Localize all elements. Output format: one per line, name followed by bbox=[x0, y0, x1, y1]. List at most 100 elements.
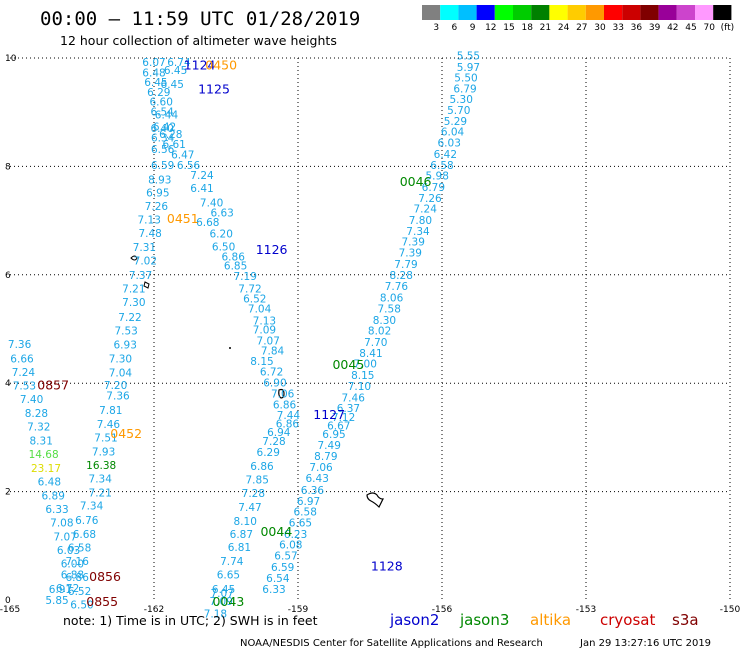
wave-height-label: 7.34 bbox=[406, 226, 430, 238]
wave-height-label: 6.85 bbox=[224, 261, 247, 273]
wave-height-label: 6.79 bbox=[453, 83, 476, 95]
wave-height-label: 8.30 bbox=[373, 315, 396, 327]
legend-swatch bbox=[695, 5, 714, 20]
wave-height-label: 8.15 bbox=[250, 356, 273, 368]
legend-swatch bbox=[676, 5, 695, 20]
wave-height-label: 6.45 bbox=[212, 584, 235, 596]
wave-height-label: 7.24 bbox=[12, 367, 36, 379]
wave-height-label: 14.68 bbox=[29, 449, 59, 461]
wave-height-label: 7.09 bbox=[210, 596, 233, 608]
pass-time-label: 0856 bbox=[89, 569, 121, 584]
wave-height-label: 6.45 bbox=[161, 79, 184, 91]
wave-height-label: 7.46 bbox=[342, 392, 366, 404]
wave-height-label: 7.74 bbox=[220, 556, 244, 568]
wave-height-label: 7.49 bbox=[318, 440, 341, 452]
wave-height-label: 7.48 bbox=[138, 228, 161, 240]
wave-height-label: 16.38 bbox=[86, 460, 116, 472]
pass-time-label: 0045 bbox=[332, 357, 364, 372]
island-shape bbox=[366, 492, 384, 509]
pass-time-label: 1126 bbox=[256, 242, 288, 257]
wave-height-label: 6.08 bbox=[279, 540, 302, 552]
wave-height-label: 5.29 bbox=[444, 116, 467, 128]
wave-height-label: 6.68 bbox=[73, 529, 96, 541]
legend-swatch bbox=[549, 5, 568, 20]
wave-height-label: 7.13 bbox=[253, 315, 276, 327]
chart-note: note: 1) Time is in UTC; 2) SWH is in fe… bbox=[63, 613, 318, 628]
wave-height-label: 6.33 bbox=[262, 584, 285, 596]
legend-swatch bbox=[422, 5, 441, 20]
legend-swatch bbox=[622, 5, 641, 20]
wave-height-label: 7.80 bbox=[409, 215, 432, 227]
legend-swatch bbox=[513, 5, 532, 20]
wave-height-label: 7.24 bbox=[414, 204, 438, 216]
x-tick-label: -150 bbox=[720, 605, 740, 615]
wave-height-label: 6.61 bbox=[162, 139, 185, 151]
wave-height-label: 7.84 bbox=[261, 346, 285, 358]
wave-height-label: 6.52 bbox=[68, 586, 91, 598]
wave-height-label: 6.07 bbox=[142, 57, 165, 69]
wave-height-label: 6.74 bbox=[167, 57, 191, 69]
chart-subtitle: 12 hour collection of altimeter wave hei… bbox=[60, 33, 337, 48]
wave-height-label: 7.39 bbox=[399, 248, 422, 260]
wave-height-label: 6.67 bbox=[327, 420, 350, 432]
legend-swatch bbox=[458, 5, 477, 20]
pass-time-label: 0857 bbox=[37, 377, 69, 392]
wave-height-label: 7.93 bbox=[92, 446, 115, 458]
y-tick-label: 4 bbox=[5, 379, 11, 389]
wave-height-label: 6.88 bbox=[61, 570, 84, 582]
wave-height-label: 7.37 bbox=[129, 270, 152, 282]
pass-time-label: 1127 bbox=[313, 407, 345, 422]
y-tick-label: 6 bbox=[5, 271, 11, 281]
pass-time-label: 0043 bbox=[212, 594, 244, 609]
wave-height-label: 7.53 bbox=[13, 380, 36, 392]
legend-label: 30 bbox=[594, 23, 606, 33]
legend-label: 45 bbox=[685, 23, 696, 33]
wave-height-label: 7.32 bbox=[27, 422, 50, 434]
legend-label: 24 bbox=[558, 23, 570, 33]
pass-time-label: 0855 bbox=[86, 594, 118, 609]
wave-height-label: 7.31 bbox=[133, 242, 156, 254]
wave-height-label: 6.44 bbox=[155, 109, 179, 121]
wave-height-label: 6.29 bbox=[257, 447, 280, 459]
wave-height-label: 7.53 bbox=[114, 326, 137, 338]
pass-time-label: 0451 bbox=[167, 211, 199, 226]
wave-height-label: 5.50 bbox=[454, 73, 477, 85]
wave-height-label: 5.70 bbox=[447, 105, 470, 117]
wave-height-label: 6.45 bbox=[144, 77, 167, 89]
wave-height-label: 6.72 bbox=[56, 583, 79, 595]
wave-height-label: 6.97 bbox=[297, 496, 320, 508]
wave-height-label: 6.33 bbox=[45, 504, 68, 516]
wave-height-label: 6.04 bbox=[441, 127, 465, 139]
wave-height-label: 7.34 bbox=[80, 501, 104, 513]
legend-label: 33 bbox=[612, 23, 623, 33]
wave-height-label: 7.06 bbox=[309, 462, 333, 474]
wave-height-label: 5.97 bbox=[457, 62, 480, 74]
satellite-label: jason2 bbox=[389, 611, 439, 629]
pass-time-label: 0450 bbox=[205, 58, 237, 73]
wave-height-label: 8.02 bbox=[368, 326, 391, 338]
wave-height-label: 6.65 bbox=[289, 517, 312, 529]
x-tick-label: -159 bbox=[288, 605, 309, 615]
wave-height-label: 7.07 bbox=[257, 335, 280, 347]
legend-swatch bbox=[585, 5, 604, 20]
x-tick-label: -165 bbox=[0, 605, 20, 615]
wave-height-label: 6.87 bbox=[230, 529, 253, 541]
legend-label: 42 bbox=[667, 23, 678, 33]
legend-label: 39 bbox=[649, 23, 661, 33]
wave-height-label: 8.93 bbox=[148, 174, 171, 186]
wave-height-label: 23.17 bbox=[31, 463, 61, 475]
legend-label: 9 bbox=[470, 23, 476, 33]
wave-height-label: 6.59 bbox=[151, 160, 174, 172]
wave-height-label: 6.28 bbox=[159, 129, 182, 141]
grid-lines bbox=[10, 57, 731, 600]
wave-height-label: 6.58 bbox=[430, 160, 453, 172]
wave-height-label: 7.36 bbox=[8, 339, 32, 351]
wave-height-label: 6.41 bbox=[190, 183, 213, 195]
wave-height-label: 7.26 bbox=[418, 193, 442, 205]
legend-label: 70 bbox=[703, 23, 715, 33]
wave-height-label: 6.50 bbox=[212, 242, 235, 254]
wave-height-label: 6.03 bbox=[438, 138, 461, 150]
legend-label: (ft) bbox=[721, 23, 735, 33]
wave-height-label: 8.79 bbox=[314, 451, 337, 463]
